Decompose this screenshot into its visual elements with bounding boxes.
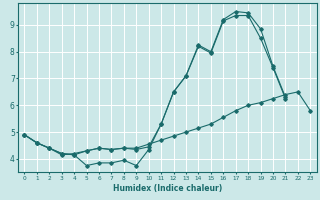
X-axis label: Humidex (Indice chaleur): Humidex (Indice chaleur)	[113, 184, 222, 193]
